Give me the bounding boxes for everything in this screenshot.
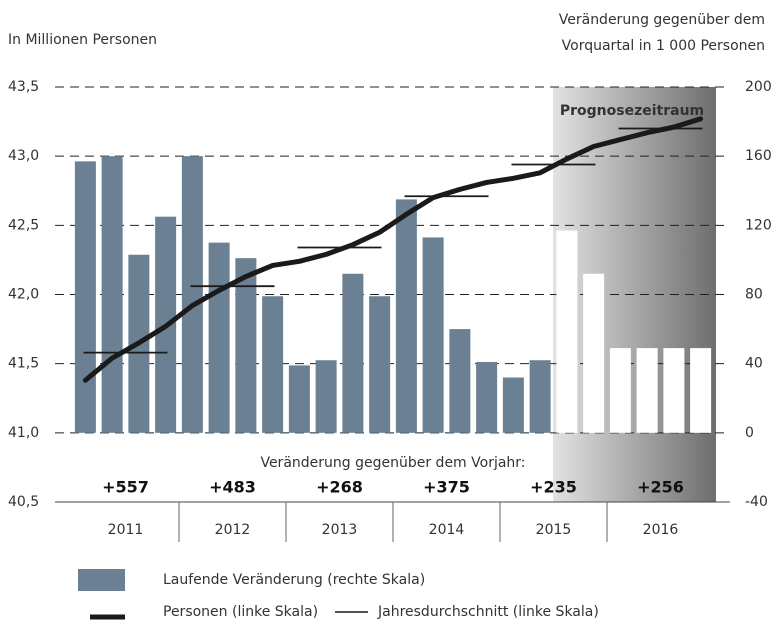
y2-tick-label: 160 xyxy=(745,148,772,164)
annual-change: +557 xyxy=(102,478,149,497)
bar xyxy=(556,230,578,433)
year-label: 2012 xyxy=(215,522,251,538)
y-axis-title: In Millionen Personen xyxy=(8,32,157,48)
year-label: 2016 xyxy=(643,522,679,538)
y2-tick-label: 80 xyxy=(745,287,763,303)
y2-axis-title: Veränderung gegenüber dem xyxy=(559,12,765,28)
y-tick-label: 41,5 xyxy=(8,356,39,372)
legend-label: Jahresdurchschnitt (linke Skala) xyxy=(377,604,599,620)
y-tick-label: 42,5 xyxy=(8,217,39,233)
y2-tick-label: 120 xyxy=(745,217,772,233)
annual-change: +235 xyxy=(530,478,577,497)
annotation: Prognosezeitraum xyxy=(560,103,704,119)
y2-tick-label: 200 xyxy=(745,79,772,95)
bar xyxy=(315,360,337,433)
bar xyxy=(690,348,712,433)
bar xyxy=(288,365,310,433)
bar xyxy=(74,161,96,433)
legend-swatch xyxy=(78,569,125,591)
annual-change: +483 xyxy=(209,478,256,497)
bar xyxy=(262,296,284,433)
bar xyxy=(181,156,203,433)
bar xyxy=(502,377,524,433)
bar xyxy=(476,361,498,433)
bar xyxy=(101,156,123,433)
bar xyxy=(583,273,605,433)
annual-change: +268 xyxy=(316,478,363,497)
y-tick-label: 43,0 xyxy=(8,148,39,164)
legend-label: Laufende Veränderung (rechte Skala) xyxy=(163,572,425,588)
legend-label: Personen (linke Skala) xyxy=(163,604,318,620)
bar xyxy=(422,237,444,433)
bar xyxy=(208,242,230,433)
bar xyxy=(395,199,417,433)
bar xyxy=(342,273,364,433)
year-label: 2013 xyxy=(322,522,358,538)
bar xyxy=(449,329,471,433)
bar xyxy=(609,348,631,433)
y-tick-label: 43,5 xyxy=(8,79,39,95)
annual-change-title: Veränderung gegenüber dem Vorjahr: xyxy=(260,455,525,471)
annual-change: +375 xyxy=(423,478,470,497)
y-tick-label: 42,0 xyxy=(8,287,39,303)
bar xyxy=(369,296,391,433)
bar xyxy=(636,348,658,433)
y2-axis-title: Vorquartal in 1 000 Personen xyxy=(562,38,765,54)
y2-tick-label: 0 xyxy=(745,425,754,441)
bar xyxy=(235,258,257,433)
y2-tick-label: -40 xyxy=(745,494,768,510)
bar xyxy=(529,360,551,433)
bar xyxy=(663,348,685,433)
annual-change: +256 xyxy=(637,478,684,497)
y-tick-label: 40,5 xyxy=(8,494,39,510)
line xyxy=(82,116,704,383)
y-tick-label: 41,0 xyxy=(8,425,39,441)
year-label: 2011 xyxy=(108,522,144,538)
y2-tick-label: 40 xyxy=(745,356,763,372)
year-label: 2014 xyxy=(429,522,465,538)
year-label: 2015 xyxy=(536,522,572,538)
